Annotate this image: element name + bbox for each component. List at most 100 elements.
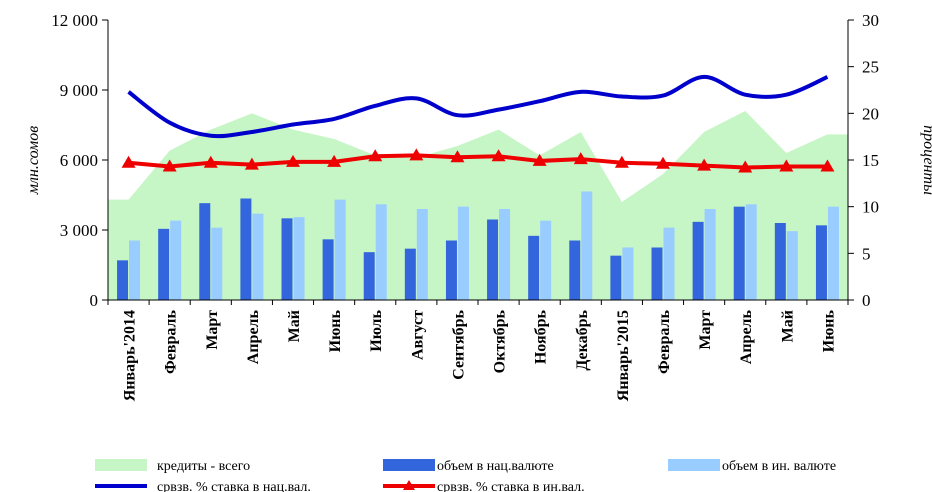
bar-foreign-currency [581,191,593,300]
point-foreign-rate [286,154,300,167]
point-foreign-rate [491,149,506,162]
x-tick-label: Июнь [820,309,837,352]
bar-foreign-currency [129,240,141,300]
y-tick-label-left: 12 000 [51,11,98,30]
y-tick-label-right: 0 [862,291,871,310]
legend-swatch [383,459,435,471]
y-tick-label-right: 30 [862,11,879,30]
y-tick-label-right: 25 [862,58,879,77]
legend: кредиты - всего объем в нац.валюте объем в… [95,459,836,492]
point-foreign-rate [614,155,629,168]
bar-layer [117,191,839,300]
bar-national-currency [815,225,827,300]
point-foreign-rate [697,158,712,171]
legend-label: объем в ин. валюте [722,459,836,474]
tick-label-layer: 0 3 000 6 000 9 000 12 000 0 5 10 15 20 25 30 Январь… [25,11,932,401]
bar-foreign-currency [827,206,839,300]
point-foreign-rate [450,150,465,163]
bar-foreign-currency [499,209,511,300]
bar-national-currency [528,235,540,300]
point-foreign-rate [121,155,136,168]
x-tick-label: Январь'2015 [615,310,632,401]
x-tick-label: Март [204,310,221,350]
y-tick-label-right: 10 [862,198,879,217]
bar-foreign-currency [540,220,552,300]
legend-label: кредиты - всего [157,459,250,474]
bar-national-currency [404,248,416,300]
bar-national-currency [322,239,334,300]
point-foreign-rate [368,149,383,162]
point-foreign-rate [532,153,547,166]
bar-foreign-currency [170,220,182,300]
line-layer [121,74,835,173]
legend-label: срвзв. % ставка в нац.вал. [157,480,311,492]
y-tick-label-left: 3 000 [60,221,98,240]
x-tick-label: Сентябрь [450,309,467,379]
bar-national-currency [281,218,293,300]
legend-swatch [95,459,147,471]
y-tick-label-left: 0 [90,291,99,310]
bar-national-currency [733,206,745,300]
bar-national-currency [445,240,457,300]
y-axis-title-left: млн.сомов [25,126,42,195]
bar-foreign-currency [704,209,716,300]
line-series-national-rate [127,74,829,139]
y-axis-title-right: проценты [920,125,932,195]
point-foreign-rate [738,160,753,173]
x-tick-label: Май [779,310,796,342]
bar-foreign-currency [211,227,223,300]
axes-layer [102,19,854,305]
x-tick-label: Март [697,310,714,350]
bar-foreign-currency [252,213,264,300]
bar-foreign-currency [293,217,305,300]
bar-national-currency [363,252,375,300]
bar-national-currency [774,223,786,300]
x-tick-label: Август [409,310,426,360]
x-tick-label: Ноябрь [533,309,550,364]
y-tick-label-right: 5 [862,244,871,263]
y-tick-label-left: 6 000 [60,151,98,170]
x-tick-label: Февраль [163,309,180,374]
bar-foreign-currency [786,231,798,300]
point-foreign-rate [573,152,588,165]
bar-national-currency [487,219,499,300]
bar-foreign-currency [375,204,387,300]
legend-swatch [668,459,720,471]
bar-national-currency [117,260,129,300]
point-foreign-rate [779,159,794,172]
point-foreign-rate [656,156,670,169]
bar-foreign-currency [457,206,469,300]
bar-national-currency [651,247,663,300]
y-tick-label-left: 9 000 [60,81,98,100]
bar-national-currency [240,198,252,300]
bar-foreign-currency [416,209,428,300]
bar-foreign-currency [745,204,757,300]
bar-foreign-currency [334,199,346,300]
x-tick-label: Декабрь [574,309,591,370]
legend-label: объем в нац.валюте [437,459,554,474]
point-foreign-rate [203,155,218,168]
point-foreign-rate [409,148,424,161]
legend-marker [403,480,415,490]
point-foreign-rate [162,159,177,172]
x-tick-label: Июнь [327,309,344,352]
y-tick-label-right: 15 [862,151,879,170]
bar-foreign-currency [622,247,634,300]
x-tick-label: Апрель [738,309,755,364]
bar-national-currency [569,240,581,300]
point-foreign-rate [327,154,342,167]
legend-label: срвзв. % ставка в ин.вал. [437,480,585,492]
bar-foreign-currency [663,227,675,300]
line-series-foreign-rate [128,153,828,170]
x-tick-label: Февраль [656,309,673,374]
x-tick-label: Январь'2014 [122,310,139,401]
point-foreign-rate [244,157,259,170]
x-tick-label: Апрель [245,309,262,364]
x-tick-label: Июль [368,309,385,351]
bar-national-currency [199,203,211,300]
point-foreign-rate [820,159,835,172]
x-tick-label: Октябрь [492,309,509,373]
bar-national-currency [158,228,170,300]
y-tick-label-right: 20 [862,104,879,123]
